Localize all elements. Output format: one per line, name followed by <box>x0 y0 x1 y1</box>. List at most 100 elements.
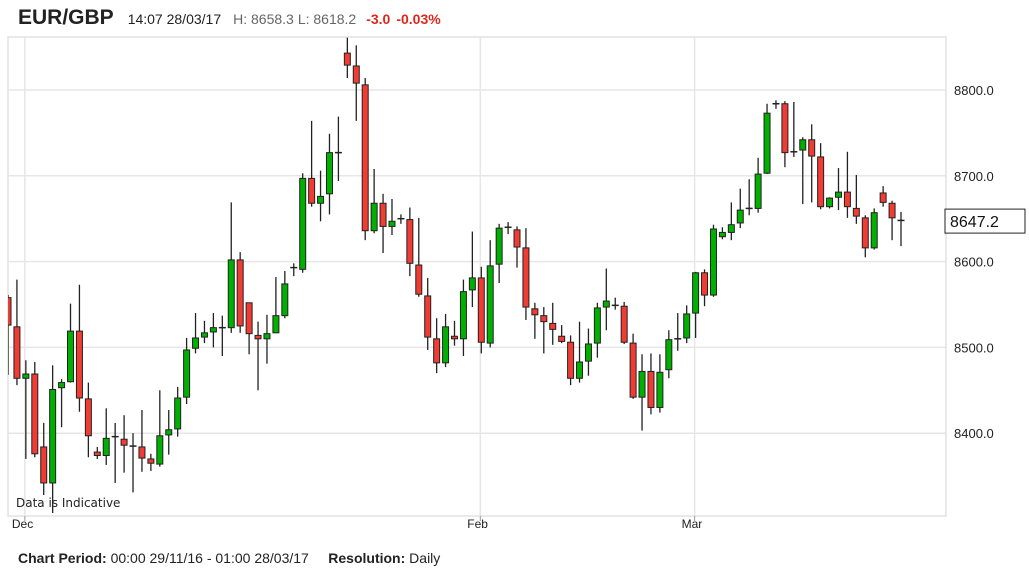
candle-body <box>325 152 333 195</box>
x-tick-label: Mar <box>682 517 703 531</box>
candle <box>843 151 851 218</box>
candle-body <box>379 202 387 227</box>
candle-body <box>754 173 762 209</box>
candle-body <box>281 283 289 317</box>
candle <box>495 223 503 284</box>
candle <box>325 133 333 215</box>
candle-body <box>540 315 548 323</box>
candle-body <box>576 361 584 379</box>
data-indicative-note: Data is Indicative <box>16 496 120 510</box>
candle <box>852 174 860 224</box>
candle-body <box>852 207 860 217</box>
candle <box>584 328 592 376</box>
candle <box>459 279 467 356</box>
candle-body <box>468 277 476 291</box>
candle-body <box>531 308 539 316</box>
candle-body <box>451 335 458 340</box>
x-tick-label: Dec <box>12 517 33 531</box>
candle-body <box>870 212 878 249</box>
candle-body <box>147 458 155 464</box>
candle <box>808 124 816 203</box>
candle <box>352 45 360 121</box>
candle <box>701 269 709 307</box>
candle <box>513 226 521 268</box>
candle-body <box>317 195 325 204</box>
candle-body <box>736 209 744 224</box>
candle-body <box>584 343 592 362</box>
candle-body <box>781 103 789 154</box>
candle <box>209 313 217 348</box>
candle-body <box>692 272 700 314</box>
candle-body <box>709 228 717 296</box>
candle <box>692 271 700 338</box>
candle-body <box>834 191 842 198</box>
candle-body <box>406 219 414 264</box>
candle <box>781 101 789 168</box>
candle-body <box>165 429 173 436</box>
candle-body <box>174 397 182 430</box>
candle <box>343 37 351 78</box>
candle <box>683 305 691 344</box>
candle-body <box>13 326 21 379</box>
plot-frame <box>7 36 947 517</box>
candle <box>388 198 396 236</box>
candle <box>656 354 664 413</box>
chart-period-label: Chart Period: <box>18 550 107 566</box>
candle <box>727 202 735 241</box>
candle-body <box>620 305 628 343</box>
candle <box>200 320 208 344</box>
candle <box>22 360 30 459</box>
candle <box>888 200 896 241</box>
candle <box>424 277 432 350</box>
candle-body <box>861 217 869 249</box>
candle <box>665 330 673 379</box>
candle-body <box>8 297 12 326</box>
candle <box>58 379 66 428</box>
candle <box>477 266 485 354</box>
candle <box>611 297 619 310</box>
resolution-label: Resolution: <box>328 550 406 566</box>
candle-body <box>102 437 110 457</box>
candle <box>504 222 512 235</box>
candle <box>879 186 887 207</box>
candle <box>308 120 316 207</box>
candle-body <box>93 451 101 457</box>
candle <box>468 231 476 308</box>
candle-body <box>49 388 57 484</box>
chart-period-value: 00:00 29/11/16 - 01:00 28/03/17 <box>110 550 309 566</box>
candle-body <box>433 338 441 364</box>
candle-body <box>817 156 825 208</box>
candle-body <box>31 373 39 455</box>
candle <box>674 313 682 351</box>
candle <box>442 313 450 368</box>
candle <box>334 116 342 181</box>
quote-timestamp: 14:07 28/03/17 <box>127 11 222 27</box>
candle <box>549 302 557 345</box>
candle-body <box>299 177 307 270</box>
candle <box>13 279 21 386</box>
candle <box>451 320 458 346</box>
candle <box>183 337 191 405</box>
y-tick-label: 8400.0 <box>954 426 994 441</box>
chart-footer: Chart Period: 00:00 29/11/16 - 01:00 28/… <box>18 550 440 566</box>
high-value: H: 8658.3 <box>233 11 294 27</box>
candle-body <box>120 438 128 446</box>
grid-lines <box>8 37 946 516</box>
y-tick-label: 8800.0 <box>954 83 994 98</box>
candle <box>111 422 119 483</box>
candle-body <box>522 247 530 308</box>
change-value: -3.0 <box>366 11 391 27</box>
candle-body <box>701 272 709 296</box>
candle <box>790 102 798 157</box>
candle <box>745 179 753 216</box>
candle <box>861 215 869 258</box>
candle <box>736 188 744 229</box>
candle-body <box>84 398 92 437</box>
candle-body <box>727 224 735 233</box>
candle <box>192 313 200 354</box>
candle-body <box>388 220 396 227</box>
candle <box>317 170 325 222</box>
candle-body <box>138 446 146 459</box>
candle-body <box>718 231 726 238</box>
candle-body <box>58 382 66 389</box>
